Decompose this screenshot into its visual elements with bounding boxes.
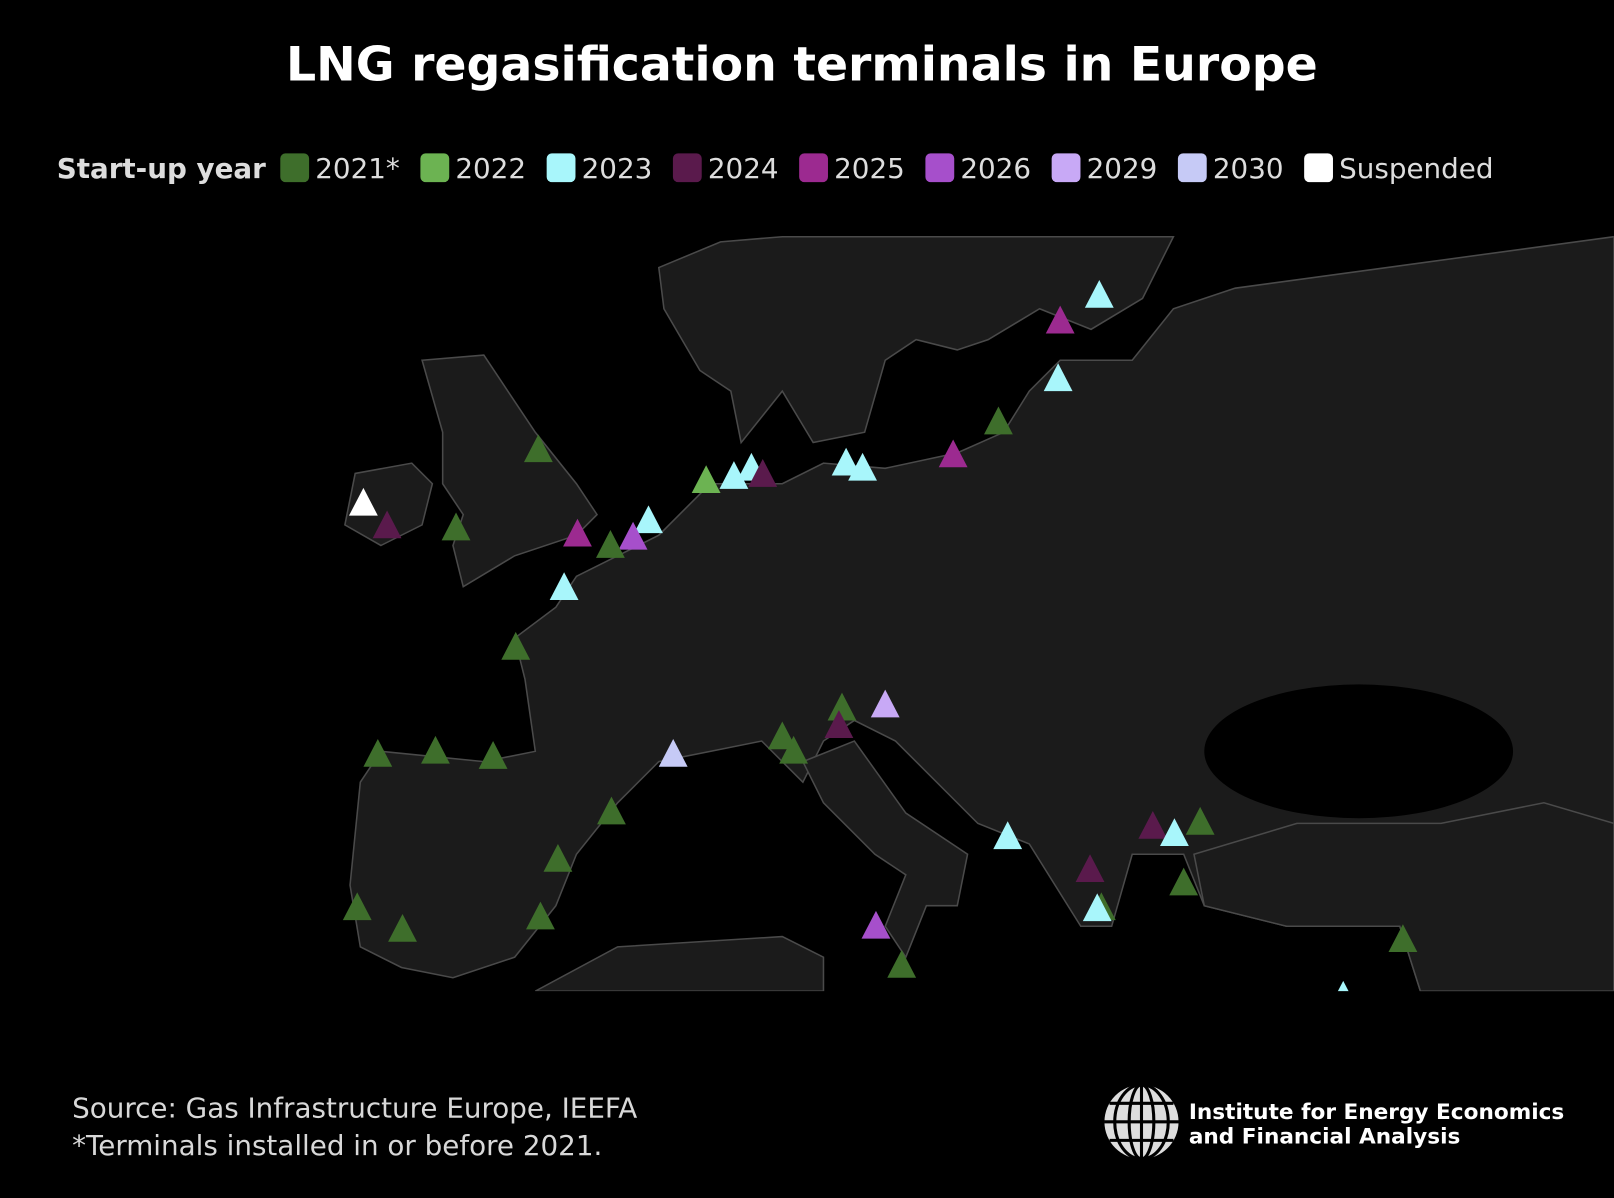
terminal-marker bbox=[779, 735, 809, 764]
terminal-marker bbox=[1185, 806, 1215, 835]
terminal-marker bbox=[984, 406, 1013, 435]
land-italy bbox=[801, 740, 969, 959]
terminal-marker bbox=[563, 518, 592, 547]
terminal-marker bbox=[597, 796, 626, 825]
legend-swatch bbox=[1304, 153, 1333, 183]
markers bbox=[342, 279, 1418, 992]
legend-swatch bbox=[925, 153, 955, 183]
legend-swatch bbox=[672, 153, 702, 183]
terminal-marker bbox=[993, 821, 1023, 850]
land-scandinavia bbox=[657, 235, 1175, 445]
title: LNG regasification terminals in Europe bbox=[286, 37, 1318, 92]
terminal-marker bbox=[767, 721, 797, 750]
terminal-marker bbox=[938, 439, 968, 468]
legend-swatch bbox=[1051, 153, 1081, 183]
terminal-marker bbox=[887, 949, 917, 978]
logo-line2: and Financial Analysis bbox=[1189, 1124, 1461, 1149]
terminal-marker bbox=[1043, 363, 1073, 392]
legend-entry: Suspended bbox=[1339, 152, 1493, 185]
legend-swatch bbox=[420, 153, 450, 183]
legend: Start-up year 2021* 2022 2023 2024 2025 2026 20… bbox=[57, 152, 1494, 185]
black-sea bbox=[1204, 684, 1514, 819]
legend-entry: 2022 bbox=[455, 152, 526, 185]
logo-line1: Institute for Energy Economics bbox=[1189, 1100, 1564, 1125]
terminal-marker bbox=[831, 447, 861, 476]
land-ireland bbox=[344, 462, 434, 547]
terminal-marker bbox=[748, 459, 778, 487]
legend-entry: 2021* bbox=[315, 152, 400, 185]
land-africa bbox=[534, 935, 825, 992]
terminal-marker bbox=[1082, 893, 1112, 922]
legend-swatch bbox=[799, 153, 828, 183]
footnote: *Terminals installed in or before 2021. bbox=[72, 1129, 602, 1162]
terminal-marker bbox=[870, 689, 900, 718]
terminal-marker bbox=[596, 530, 625, 558]
terminal-marker bbox=[824, 710, 854, 738]
terminal-marker bbox=[1084, 279, 1114, 308]
terminal-marker bbox=[342, 892, 372, 921]
logo: Institute for Energy Economics and Finan… bbox=[1104, 1083, 1564, 1161]
terminal-marker bbox=[523, 434, 553, 463]
terminal-marker bbox=[1388, 924, 1418, 953]
terminal-marker bbox=[363, 738, 393, 767]
terminal-marker bbox=[543, 843, 573, 872]
terminal-marker bbox=[441, 512, 471, 541]
legend-swatch bbox=[546, 153, 576, 183]
terminal-marker bbox=[861, 910, 891, 939]
logo-grid bbox=[1104, 1083, 1179, 1161]
legend-entry: 2030 bbox=[1213, 152, 1284, 185]
terminal-marker bbox=[549, 572, 579, 601]
terminal-marker bbox=[1160, 818, 1189, 847]
legend-entry: 2026 bbox=[960, 152, 1031, 185]
terminal-marker bbox=[658, 738, 688, 767]
terminal-marker bbox=[1045, 305, 1075, 334]
terminal-marker bbox=[827, 692, 857, 721]
legend-entry: 2025 bbox=[834, 152, 905, 185]
terminal-marker bbox=[501, 631, 531, 660]
terminal-marker bbox=[618, 521, 648, 550]
terminal-marker bbox=[634, 505, 663, 534]
map bbox=[342, 235, 1614, 992]
terminal-marker bbox=[1138, 811, 1168, 839]
land-turkey bbox=[1193, 801, 1614, 992]
legend-entry: 2023 bbox=[582, 152, 653, 185]
legend-entry: 2029 bbox=[1087, 152, 1158, 185]
terminal-marker bbox=[478, 741, 508, 769]
terminal-marker bbox=[848, 452, 877, 481]
terminal-marker bbox=[1337, 980, 1349, 992]
terminal-marker bbox=[691, 465, 721, 493]
terminal-marker bbox=[1075, 854, 1105, 883]
terminal-marker bbox=[421, 735, 450, 764]
terminal-marker bbox=[372, 510, 402, 539]
terminal-marker bbox=[349, 487, 378, 516]
land-britain bbox=[421, 354, 599, 588]
terminal-marker bbox=[719, 461, 749, 489]
terminal-marker bbox=[1169, 867, 1199, 896]
legend-swatch bbox=[1177, 153, 1207, 183]
legend-label: Start-up year bbox=[57, 152, 266, 185]
legend-entry: 2024 bbox=[708, 152, 779, 185]
terminal-marker bbox=[526, 901, 555, 930]
source: Source: Gas Infrastructure Europe, IEEFA bbox=[72, 1092, 637, 1125]
terminal-marker bbox=[388, 913, 417, 942]
legend-swatch bbox=[280, 153, 310, 183]
